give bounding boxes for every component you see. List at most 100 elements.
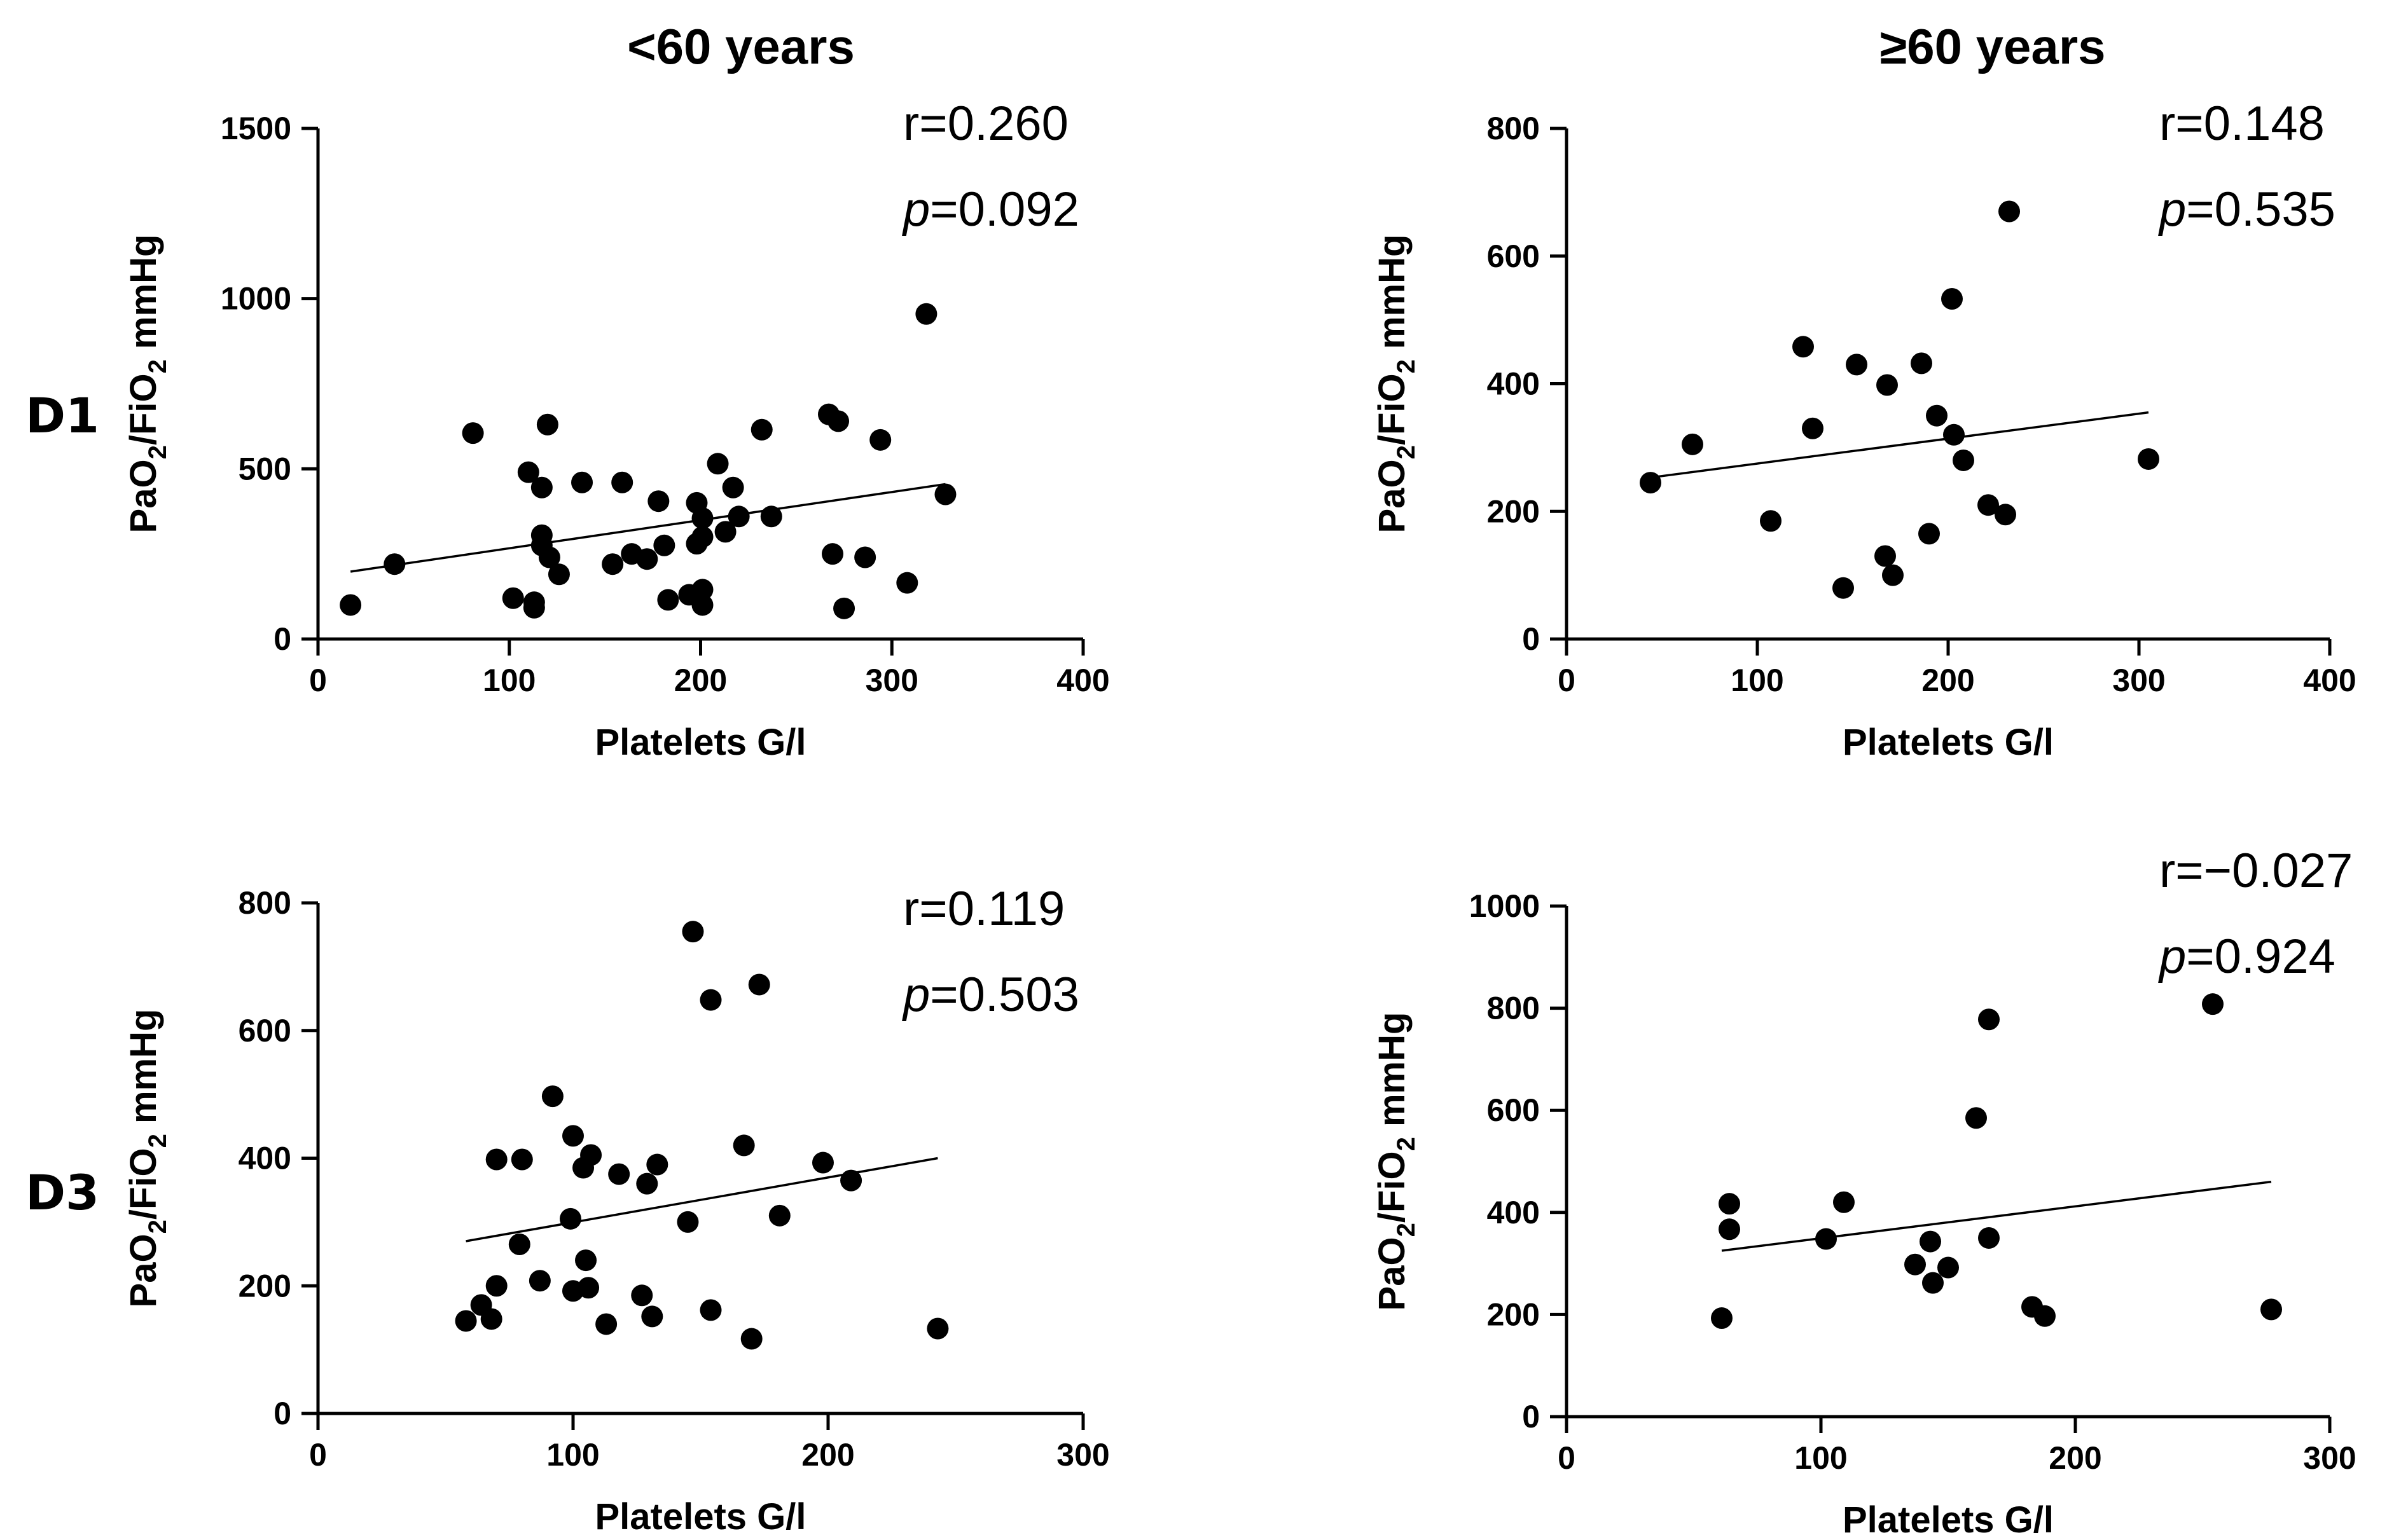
data-point: [854, 546, 876, 568]
data-point: [1719, 1193, 1740, 1215]
data-point: [722, 476, 744, 498]
data-point: [1920, 1230, 1941, 1253]
scatter-panel-d3-under-60: 0 200 400 600 800 0 100 200 300 Platelets G/l PaO2…: [123, 882, 1110, 1537]
regression-line: [466, 1157, 938, 1242]
data-point: [340, 594, 362, 616]
data-point: [682, 921, 704, 943]
y-tick-label: 200: [239, 1268, 291, 1303]
data-point: [541, 1085, 564, 1108]
y-tick-label: 800: [1487, 991, 1540, 1026]
y-tick-label: 600: [239, 1013, 291, 1048]
x-tick-label: 100: [546, 1437, 599, 1473]
data-point: [1882, 564, 1904, 586]
data-point: [1760, 510, 1782, 532]
scatter-panel-d1-60-plus: 0 200 400 600 800 0 100 200 300 400 Platelets G/l P…: [1371, 97, 2356, 763]
data-point: [691, 579, 714, 601]
data-point: [915, 303, 938, 325]
data-point: [657, 589, 679, 611]
y-tick-label: 0: [273, 621, 291, 657]
x-tick-label: 100: [1794, 1440, 1847, 1476]
data-point: [677, 1211, 699, 1233]
data-point: [602, 553, 624, 575]
data-point: [462, 422, 484, 444]
regression-line: [1721, 1180, 2272, 1252]
data-point: [646, 1153, 668, 1176]
data-point: [1978, 1227, 2000, 1249]
data-point: [1937, 1256, 1959, 1279]
data-point: [578, 1277, 600, 1299]
data-point: [530, 476, 553, 498]
data-point: [608, 1163, 630, 1185]
y-tick-label: 1500: [221, 111, 291, 146]
data-point: [653, 534, 675, 556]
data-point: [748, 973, 770, 996]
x-tick-label: 300: [2303, 1440, 2356, 1476]
x-tick-label: 300: [2112, 663, 2165, 698]
scatter-panel-d3-60-plus: 0 200 400 600 800 1000 0 100 200 300 Platelets G/l…: [1371, 844, 2356, 1540]
x-tick-label: 200: [1921, 663, 1974, 698]
y-tick-label: 0: [1522, 1399, 1540, 1434]
data-point: [562, 1125, 584, 1147]
y-tick-label: 600: [1487, 238, 1540, 274]
data-point: [636, 548, 658, 570]
data-point: [1832, 577, 1854, 599]
y-tick-label: 0: [273, 1396, 291, 1431]
data-point: [812, 1152, 834, 1174]
data-point: [1711, 1307, 1733, 1330]
data-point: [833, 597, 855, 619]
stat-r: r=0.119: [903, 882, 1065, 936]
data-point: [529, 1270, 551, 1292]
data-point: [1876, 374, 1898, 396]
regression-line: [350, 483, 946, 573]
data-point: [2034, 1305, 2056, 1327]
data-point: [1874, 545, 1896, 567]
column-title-60-plus: ≥60 years: [1879, 18, 2105, 74]
data-point: [508, 1234, 530, 1256]
data-point: [1953, 449, 1974, 471]
data-point: [728, 505, 750, 528]
data-point: [1833, 1191, 1855, 1213]
data-point: [840, 1169, 862, 1192]
y-axis-label: PaO2/FiO2 mmHg: [123, 1009, 172, 1308]
y-tick-label: 1000: [221, 281, 291, 317]
data-point: [707, 453, 729, 475]
data-point: [631, 1284, 653, 1307]
stat-r: r=0.148: [2159, 97, 2325, 151]
x-tick-label: 200: [801, 1437, 854, 1473]
y-tick-label: 400: [1487, 1195, 1540, 1230]
data-point: [700, 1299, 722, 1321]
data-point: [2202, 993, 2224, 1015]
y-tick-label: 600: [1487, 1092, 1540, 1128]
stat-p: p=0.503: [902, 968, 1079, 1022]
data-point: [760, 505, 782, 528]
data-point: [1943, 423, 1965, 446]
data-point: [822, 543, 844, 565]
data-point: [691, 594, 714, 616]
row-label-d3: D3: [25, 1164, 99, 1221]
data-point: [714, 521, 737, 543]
data-point: [751, 418, 773, 441]
data-point: [455, 1310, 477, 1332]
row-label-d1: D1: [25, 387, 99, 444]
data-point: [536, 413, 558, 436]
data-point: [691, 507, 714, 529]
data-point: [1815, 1228, 1837, 1250]
data-point: [1995, 504, 2016, 526]
x-tick-label: 0: [1558, 1440, 1575, 1476]
y-axis-label: PaO2/FiO2 mmHg: [1371, 1012, 1420, 1311]
data-point: [580, 1144, 602, 1166]
x-tick-label: 0: [1558, 663, 1575, 698]
y-tick-label: 1000: [1469, 888, 1540, 924]
scatter-panel-d1-under-60: 0 500 1000 1500 0 100 200 300 400 Platelets G/l Pa…: [123, 97, 1110, 763]
y-tick-label: 200: [1487, 1296, 1540, 1332]
x-tick-label: 300: [1056, 1437, 1109, 1473]
x-axis-label: Platelets G/l: [1843, 722, 2054, 763]
y-tick-label: 800: [1487, 111, 1540, 146]
data-point: [538, 546, 560, 568]
y-tick-label: 0: [1522, 621, 1540, 657]
data-point: [691, 526, 714, 548]
data-point: [485, 1275, 508, 1297]
stat-r: r=−0.027: [2159, 844, 2353, 898]
x-tick-label: 0: [309, 663, 327, 698]
data-point: [480, 1308, 502, 1330]
